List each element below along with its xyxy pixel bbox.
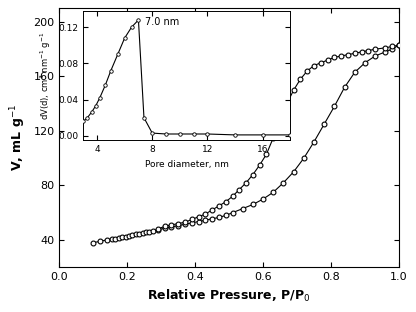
Y-axis label: V, mL g$^{-1}$: V, mL g$^{-1}$ [8,104,28,171]
X-axis label: Relative Pressure, P/P$_0$: Relative Pressure, P/P$_0$ [147,288,311,304]
